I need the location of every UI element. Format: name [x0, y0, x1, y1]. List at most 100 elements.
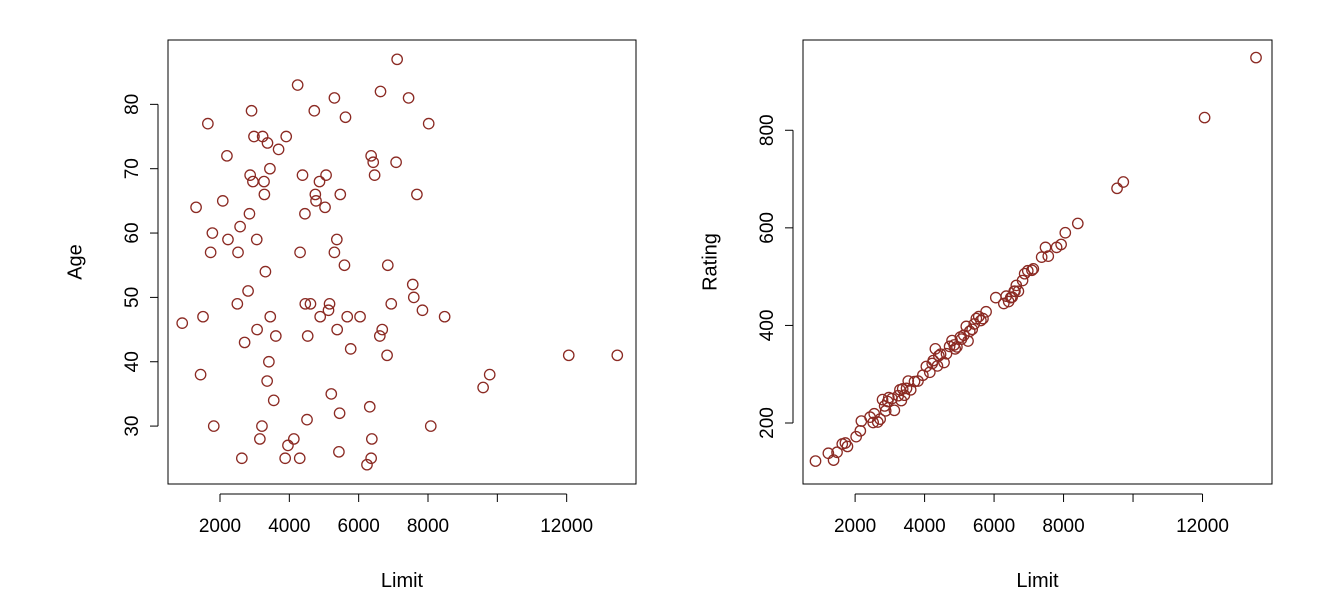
data-point [194, 368, 207, 381]
y-axis-title: Age [64, 244, 86, 280]
data-point [204, 246, 217, 259]
data-point [245, 104, 258, 117]
data-point [263, 355, 275, 368]
data-point [1055, 238, 1067, 251]
data-point [1117, 176, 1130, 188]
data-point [361, 458, 373, 471]
x-tick-label: 6000 [338, 516, 380, 537]
y-tick-label: 400 [757, 310, 778, 342]
data-point [238, 336, 251, 349]
data-point [313, 175, 326, 188]
y-axis-title: Rating [699, 233, 721, 291]
data-point [1059, 226, 1072, 239]
data-point [341, 310, 354, 323]
x-tick-label: 2000 [199, 516, 241, 537]
data-point [368, 169, 381, 181]
data-point [267, 394, 280, 407]
y-tick-label: 60 [122, 222, 143, 243]
data-point [221, 149, 233, 162]
data-point [980, 305, 992, 318]
data-point [896, 383, 909, 395]
data-point [920, 360, 933, 373]
data-point [365, 433, 378, 445]
data-point [1021, 264, 1034, 277]
data-point [310, 195, 322, 207]
data-point [1250, 51, 1262, 64]
data-point [258, 188, 271, 201]
data-point [325, 388, 338, 400]
data-point [1111, 182, 1123, 195]
data-point [888, 404, 901, 417]
data-point [874, 413, 886, 425]
data-point [411, 188, 423, 201]
data-point [280, 130, 293, 143]
data-point [235, 452, 248, 465]
data-point [291, 79, 304, 91]
data-point [339, 111, 352, 124]
data-point [279, 452, 292, 465]
data-point [256, 420, 268, 432]
data-point [176, 317, 189, 329]
data-point [1071, 217, 1084, 230]
data-point [261, 137, 274, 149]
data-point [367, 156, 380, 169]
data-point [251, 323, 263, 336]
data-point [309, 188, 322, 201]
y-tick-label: 40 [122, 351, 143, 372]
data-point [923, 366, 936, 379]
x-tick-label: 12000 [540, 516, 593, 537]
data-point [319, 201, 331, 214]
data-point [304, 297, 317, 310]
data-point [331, 323, 344, 336]
data-point [943, 340, 956, 353]
data-point [949, 342, 962, 355]
data-point [328, 246, 341, 259]
data-point [296, 169, 309, 181]
data-point [611, 349, 624, 362]
x-tick-label: 2000 [834, 516, 876, 537]
data-point [322, 304, 335, 317]
data-point [1035, 251, 1048, 263]
x-tick-label: 12000 [1176, 516, 1229, 537]
y-tick-label: 70 [122, 158, 143, 179]
data-point [301, 413, 313, 426]
data-point [282, 439, 294, 452]
data-point [876, 393, 889, 406]
data-point [330, 233, 343, 246]
data-point [333, 445, 345, 458]
data-point [385, 297, 398, 310]
data-point [272, 143, 285, 156]
data-point [416, 304, 429, 317]
data-point [483, 368, 496, 381]
data-point [299, 297, 312, 310]
data-point [264, 162, 276, 175]
rating-vs-limit-panel: 2000 4000 6000 8000 12000 200 400 600 800 Limit Ra… [699, 39, 1273, 592]
data-point [477, 381, 489, 394]
data-point [323, 297, 336, 310]
data-point [1026, 264, 1038, 277]
plot-frame [802, 39, 1273, 485]
data-point [344, 343, 357, 355]
data-point [264, 310, 277, 323]
y-tick-label: 200 [757, 407, 778, 439]
y-tick-label: 800 [757, 114, 778, 146]
data-point [374, 85, 387, 98]
data-point [1012, 285, 1025, 298]
data-point [871, 416, 884, 428]
data-point [975, 314, 987, 327]
data-point [259, 265, 272, 278]
data-point [328, 92, 341, 104]
data-point [308, 104, 321, 117]
data-point [831, 446, 843, 459]
data-point [269, 330, 282, 342]
data-point [248, 130, 260, 143]
data-point [207, 420, 220, 432]
data-point [258, 175, 270, 188]
data-point [354, 310, 366, 323]
data-point [363, 400, 376, 413]
data-point [966, 323, 979, 336]
x-tick-label: 4000 [268, 516, 310, 537]
data-point [243, 207, 256, 220]
data-point [402, 92, 415, 104]
